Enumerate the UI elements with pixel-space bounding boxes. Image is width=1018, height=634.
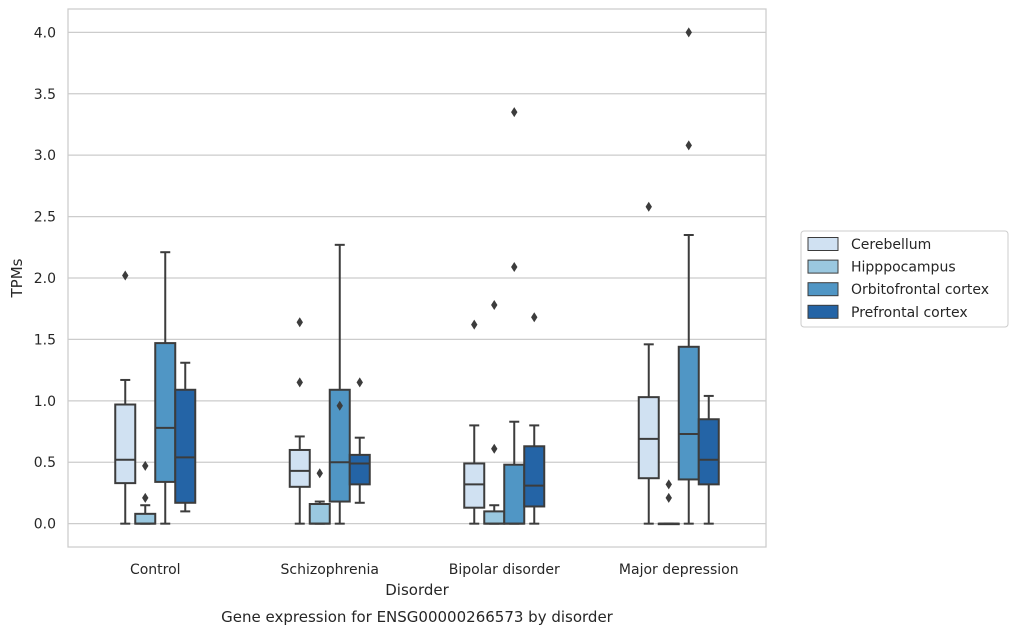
- box-iqr: [134, 512, 157, 525]
- series-hipppocampus: [134, 300, 680, 526]
- series-orbitofrontal-cortex: [154, 27, 700, 525]
- box: [523, 312, 546, 525]
- outlier-point: [685, 140, 692, 151]
- x-tick-label: Schizophrenia: [281, 562, 379, 578]
- outlier-point: [296, 377, 303, 388]
- y-tick-label: 1.0: [34, 394, 56, 410]
- outlier-point: [471, 319, 478, 330]
- legend-label: Orbitofrontal cortex: [851, 282, 989, 298]
- outlier-point: [316, 468, 323, 479]
- legend: Cerebellum Hipppocampus Orbitofrontal cort…: [800, 230, 1009, 328]
- outlier-point: [296, 317, 303, 328]
- box: [288, 317, 311, 525]
- outlier-point: [665, 492, 672, 503]
- box-iqr: [697, 418, 720, 486]
- plot-frame: [67, 8, 767, 548]
- y-tick-label: 2.5: [34, 210, 56, 226]
- legend-swatch: [807, 237, 839, 251]
- y-tick-label: 4.0: [34, 25, 56, 41]
- box-iqr: [483, 510, 506, 525]
- outlier-point: [491, 443, 498, 454]
- outlier-point: [511, 261, 518, 272]
- box: [637, 201, 660, 525]
- box-iqr: [348, 453, 371, 486]
- legend-swatch: [807, 304, 839, 319]
- figure-caption: Gene expression for ENSG00000266573 by d…: [221, 608, 614, 626]
- series-prefrontal-cortex: [174, 312, 720, 525]
- box-iqr: [637, 396, 660, 480]
- series-cerebellum: [114, 201, 660, 525]
- x-axis-title: Disorder: [385, 581, 449, 599]
- outlier-point: [511, 107, 518, 118]
- outlier-point: [645, 201, 652, 212]
- outlier-point: [142, 492, 149, 503]
- box: [657, 479, 680, 526]
- box-iqr: [308, 503, 331, 525]
- outlier-point: [356, 377, 363, 388]
- y-tick-label: 2.0: [34, 271, 56, 287]
- outlier-point: [142, 460, 149, 471]
- outlier-point: [665, 479, 672, 490]
- outlier-point: [491, 300, 498, 311]
- box: [463, 319, 486, 525]
- legend-item: Orbitofrontal cortex: [807, 282, 989, 298]
- y-tick-label: 3.0: [34, 148, 56, 164]
- legend-swatch: [807, 282, 839, 297]
- y-tick-label: 3.5: [34, 87, 56, 103]
- box: [677, 27, 700, 525]
- box-iqr: [114, 403, 137, 485]
- legend-item: Cerebellum: [807, 237, 931, 253]
- y-axis-title: TPMs: [8, 258, 26, 298]
- outlier-point: [336, 400, 343, 411]
- box-series-group: [114, 27, 720, 526]
- box: [134, 460, 157, 525]
- box-iqr: [503, 463, 526, 525]
- outlier-point: [122, 270, 129, 281]
- box: [328, 243, 351, 525]
- box: [174, 361, 197, 513]
- y-tick-label: 0.5: [34, 455, 56, 471]
- y-axis-ticks: 0.0 0.5 1.0 1.5 2.0 2.5 3.0 3.5 4.0: [34, 25, 56, 532]
- legend-label: Hipppocampus: [851, 260, 956, 276]
- box: [348, 377, 371, 504]
- x-tick-label: Major depression: [619, 562, 739, 578]
- x-tick-label: Control: [130, 562, 181, 578]
- box-iqr: [154, 342, 177, 483]
- box: [697, 394, 720, 525]
- legend-item: Hipppocampus: [807, 259, 956, 276]
- legend-swatch: [807, 259, 839, 274]
- box-iqr: [174, 388, 197, 504]
- outlier-point: [685, 27, 692, 38]
- legend-frame: [800, 230, 1009, 328]
- box-iqr: [523, 445, 546, 508]
- box-iqr: [677, 345, 700, 481]
- legend-item: Prefrontal cortex: [807, 304, 968, 321]
- legend-label: Prefrontal cortex: [851, 305, 968, 321]
- y-tick-label: 0.0: [34, 517, 56, 533]
- box-iqr: [328, 388, 351, 503]
- box: [114, 270, 137, 525]
- legend-label: Cerebellum: [851, 237, 931, 253]
- x-axis-ticks: Control Schizophrenia Bipolar disorder Majo…: [130, 562, 739, 578]
- box-iqr: [463, 462, 486, 509]
- y-tick-label: 1.5: [34, 332, 56, 348]
- box-iqr: [288, 448, 311, 488]
- x-tick-label: Bipolar disorder: [449, 562, 560, 578]
- outlier-point: [531, 312, 538, 323]
- box: [308, 468, 331, 525]
